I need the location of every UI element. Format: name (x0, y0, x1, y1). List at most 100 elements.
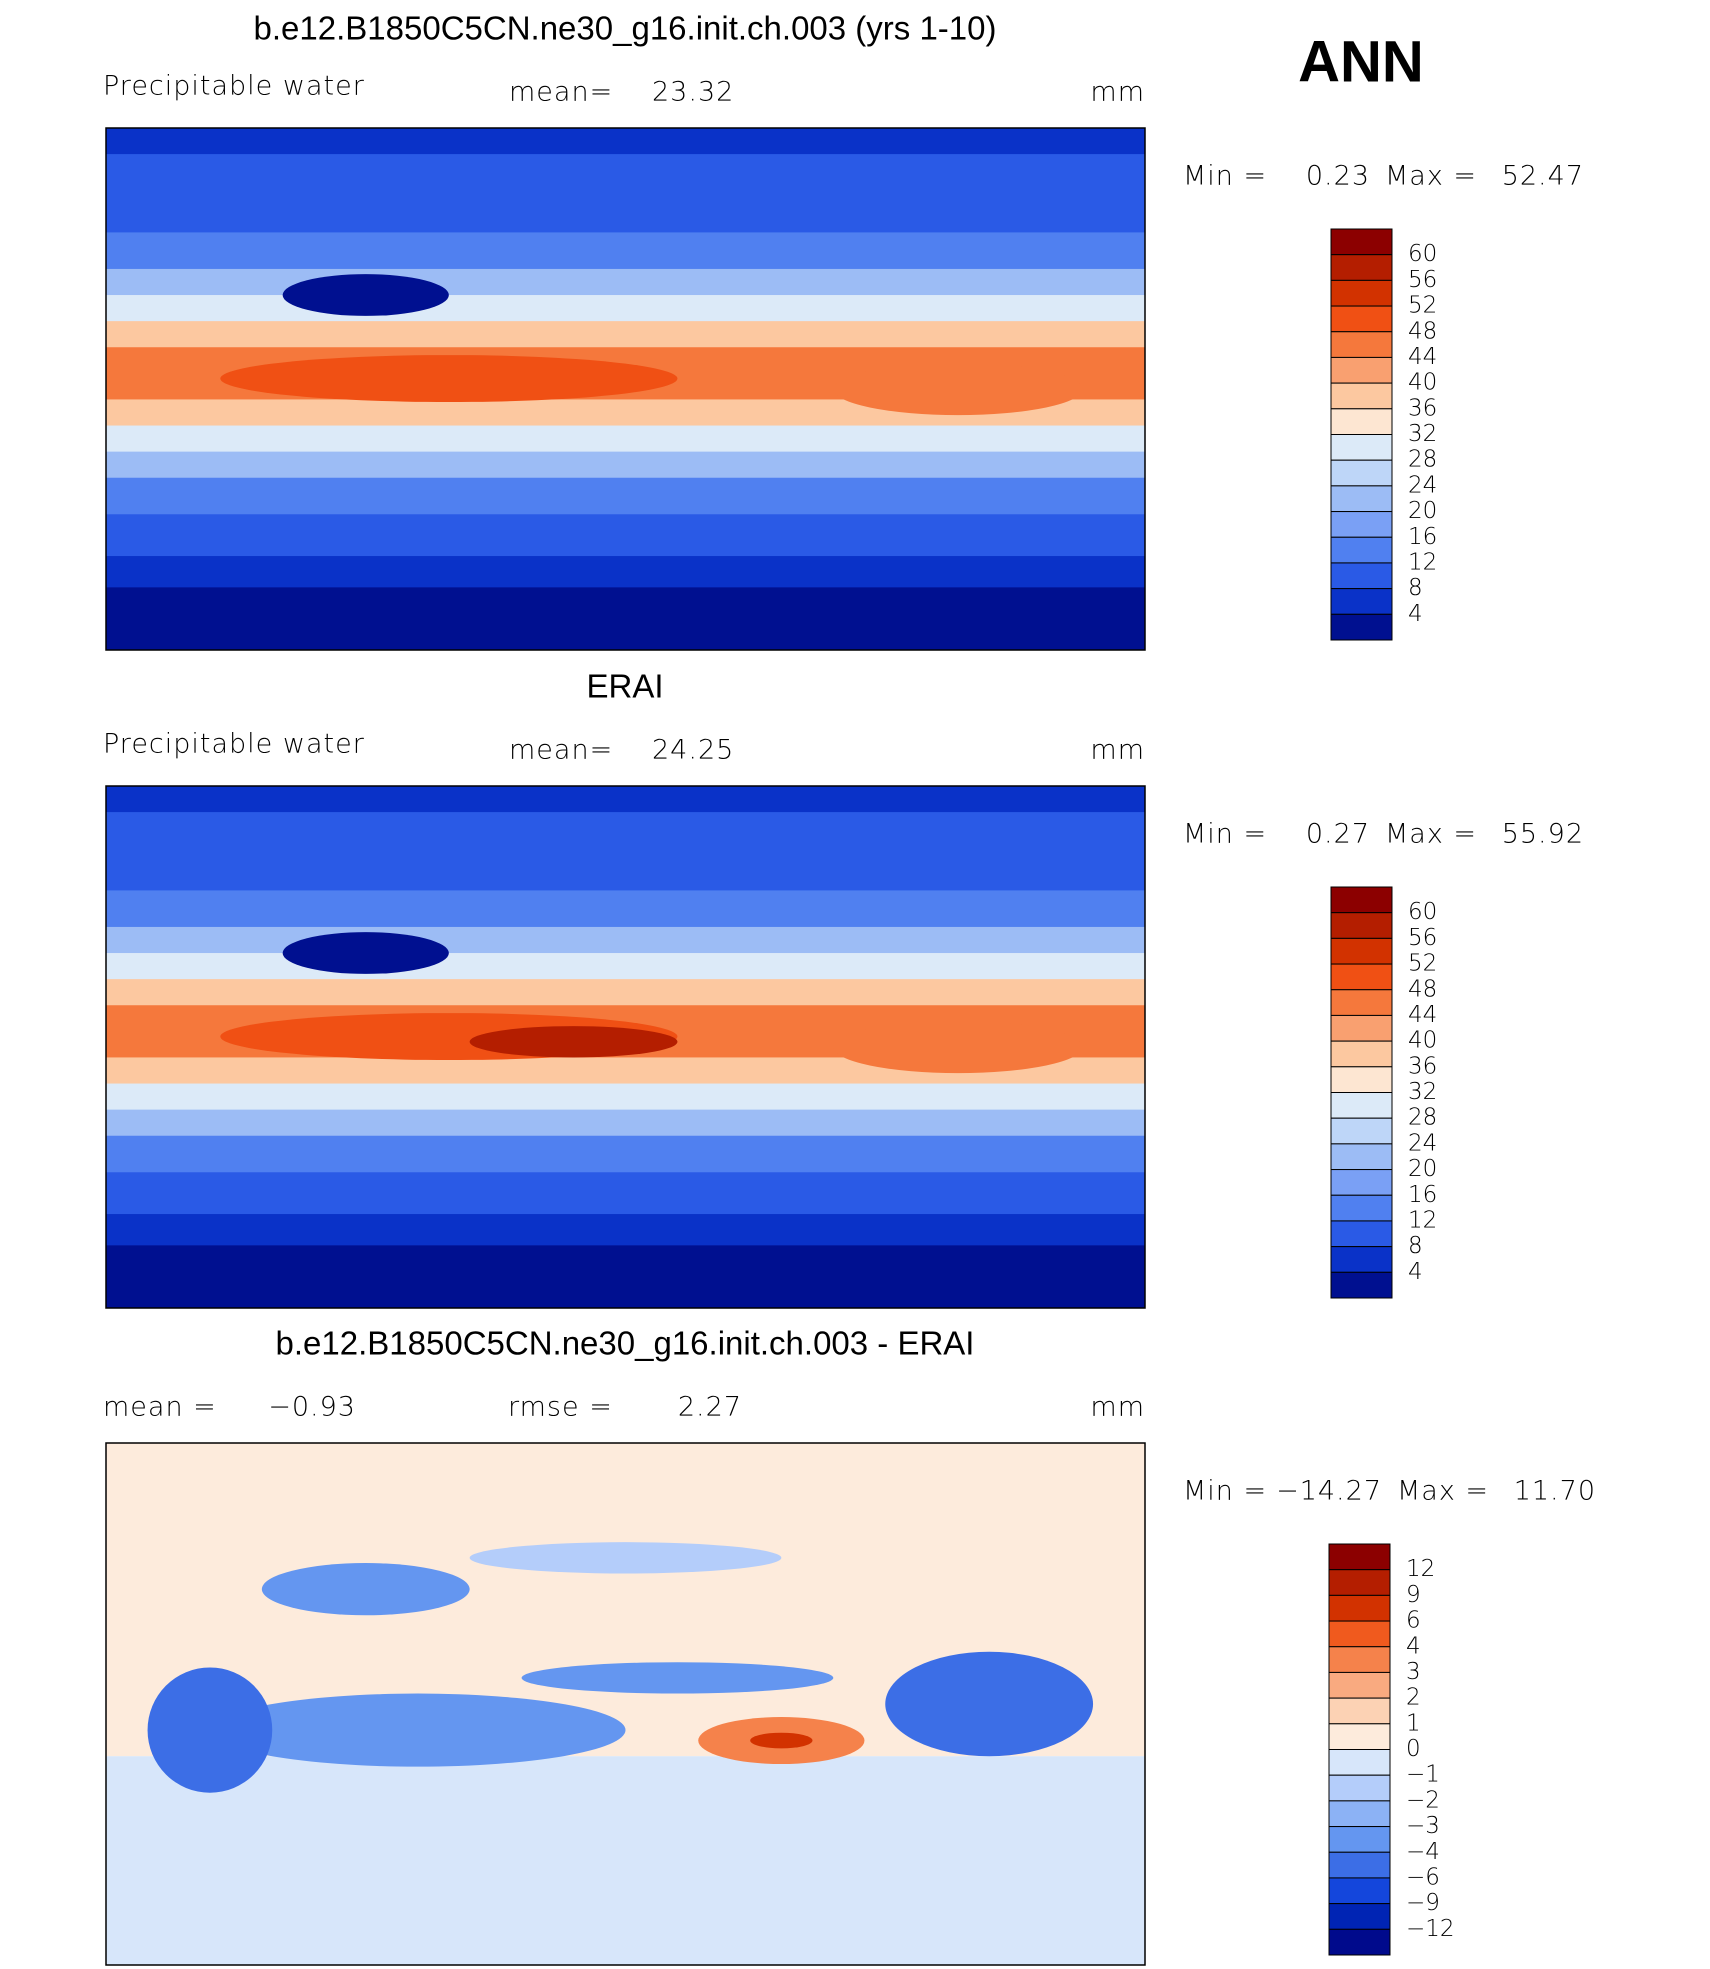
map-frame (105, 127, 1146, 651)
colorbar-box (1330, 937, 1393, 965)
map-field (106, 1443, 1145, 1965)
units-label: mm (1090, 77, 1145, 108)
colorbar-label: 8 (1408, 575, 1423, 601)
map-blob (469, 1542, 782, 1574)
colorbar-box (1330, 485, 1393, 513)
colorbar-box (1330, 1066, 1393, 1093)
colorbar-label: 4 (1406, 1633, 1421, 1659)
panel-title: b.e12.B1850C5CN.ne30_g16.init.ch.003 - E… (276, 1325, 975, 1362)
min-value: 0.23 (1306, 161, 1370, 192)
stat-value: −0.93 (268, 1392, 356, 1423)
map-band (106, 1083, 1145, 1111)
colorbar-label: 9 (1406, 1582, 1421, 1608)
max-label: Max = (1397, 1476, 1489, 1507)
map-band (106, 556, 1145, 589)
map-blob (833, 1020, 1083, 1074)
map-band (106, 786, 1145, 814)
colorbar-box (1328, 1671, 1391, 1699)
colorbar-box (1330, 511, 1393, 538)
colorbar-box (1330, 228, 1393, 256)
map-band (106, 979, 1145, 1007)
season-label: ANN (1298, 29, 1424, 94)
map-band (106, 451, 1145, 479)
stat-value: 2.27 (678, 1392, 742, 1423)
colorbar-label: 44 (1408, 344, 1437, 370)
map-band (106, 477, 1145, 516)
colorbar-box (1330, 562, 1393, 590)
colorbar-box (1330, 1040, 1393, 1068)
map-band (106, 926, 1145, 955)
colorbar-box (1330, 408, 1393, 435)
colorbar-box (1330, 588, 1393, 615)
colorbar-label: 20 (1408, 1156, 1437, 1182)
map-blob (750, 1732, 813, 1749)
colorbar-box (1330, 1117, 1393, 1145)
colorbar-box (1330, 536, 1393, 564)
colorbar-box (1330, 356, 1393, 384)
colorbar-box (1328, 1877, 1391, 1905)
colorbar-box (1330, 1143, 1393, 1171)
colorbar-box (1330, 434, 1393, 461)
colorbar-box (1328, 1594, 1391, 1622)
map-frame (105, 785, 1146, 1309)
map-band (106, 890, 1145, 928)
stat-value: 23.32 (652, 77, 734, 108)
colorbar-box (1328, 1800, 1391, 1828)
colorbar-label: −12 (1406, 1916, 1455, 1942)
colorbar-label: 32 (1408, 421, 1437, 447)
colorbar-box (1330, 1014, 1393, 1042)
map-band (106, 1135, 1145, 1174)
max-label: Max = (1385, 161, 1477, 192)
colorbar-box (1328, 1903, 1391, 1930)
units-label: mm (1090, 1392, 1145, 1423)
map-blob (209, 1693, 626, 1767)
panel: ERAI Precipitable water mean= 24.25 mm Min = 0… (103, 668, 1584, 1309)
colorbar-label: 16 (1408, 1182, 1437, 1208)
colorbar-box (1330, 305, 1393, 333)
colorbar-label: 28 (1408, 447, 1437, 473)
map-band (106, 1109, 1145, 1137)
colorbar-label: −2 (1406, 1787, 1440, 1813)
colorbar-box (1328, 1543, 1391, 1571)
stat-value: 24.25 (652, 735, 734, 766)
colorbar-label: 12 (1406, 1556, 1435, 1582)
map-field (106, 786, 1145, 1308)
map-band (106, 128, 1145, 156)
map-field (106, 128, 1145, 650)
colorbar-box (1330, 613, 1393, 641)
colorbar-box (1328, 1851, 1391, 1879)
stat-label: rmse = (508, 1392, 613, 1423)
colorbar-label: 60 (1408, 241, 1437, 267)
colorbar-label: 52 (1408, 951, 1437, 977)
colorbar-box (1330, 382, 1393, 410)
map-band (106, 1756, 1145, 1965)
max-value: 55.92 (1502, 819, 1584, 850)
map-band (106, 812, 1145, 892)
panel: b.e12.B1850C5CN.ne30_g16.init.ch.003 - E… (103, 1325, 1595, 1966)
colorbar-label: 28 (1408, 1105, 1437, 1131)
map-band (106, 1172, 1145, 1216)
colorbar-label: 3 (1406, 1659, 1421, 1685)
max-label: Max = (1385, 819, 1477, 850)
colorbar-box (1330, 1220, 1393, 1248)
colorbar-box (1330, 254, 1393, 281)
colorbar-box (1330, 1271, 1393, 1299)
map-band (106, 321, 1145, 349)
colorbar-label: 6 (1406, 1608, 1421, 1634)
colorbar-box (1328, 1826, 1391, 1853)
map-band (106, 154, 1145, 234)
colorbar-label: 4 (1408, 601, 1423, 627)
colorbar-label: 24 (1408, 472, 1437, 498)
units-label: mm (1090, 735, 1145, 766)
colorbar-label: 52 (1408, 293, 1437, 319)
stat-label: mean= (509, 77, 613, 108)
map-band (106, 953, 1145, 981)
map-blob (261, 1563, 470, 1616)
stat-label: mean = (103, 1392, 217, 1423)
max-value: 52.47 (1502, 161, 1584, 192)
colorbar-label: 40 (1408, 1028, 1437, 1054)
variable-label: Precipitable water (103, 71, 365, 102)
colorbar-label: −9 (1406, 1890, 1440, 1916)
